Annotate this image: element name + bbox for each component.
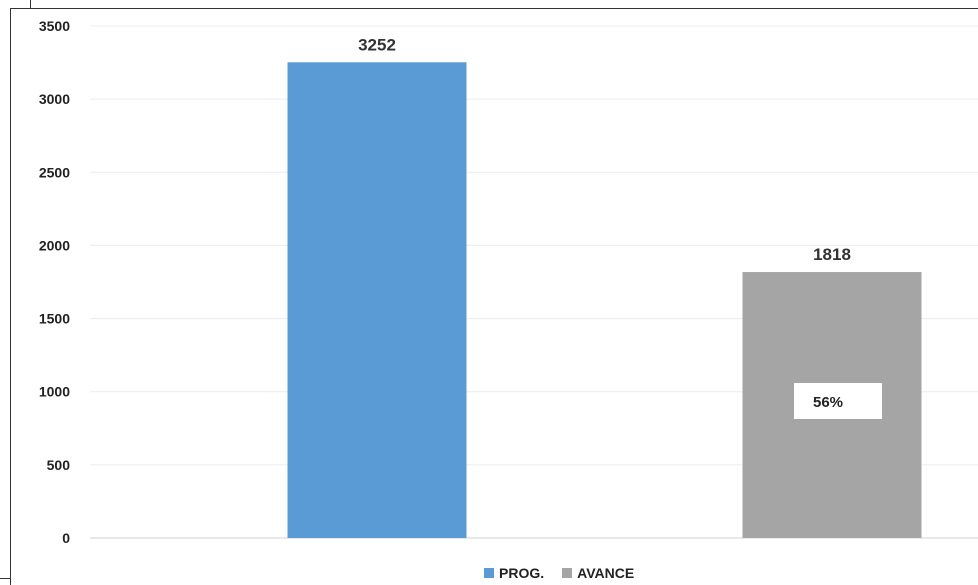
annotation: 56% — [794, 383, 882, 419]
legend-item-avance: AVANCE — [562, 565, 634, 581]
legend-label-avance: AVANCE — [577, 565, 635, 581]
annotation-box — [794, 383, 882, 419]
y-tick-label: 2500 — [39, 164, 70, 180]
y-tick-label: 500 — [47, 457, 71, 473]
gridlines — [90, 25, 978, 539]
bar-prog — [287, 62, 467, 538]
y-tick-label: 1500 — [39, 311, 70, 327]
legend-label-prog: PROG. — [499, 565, 545, 581]
y-tick-label: 0 — [62, 530, 70, 546]
bar-chart: 0 500 1000 1500 2000 2500 3000 3500 3252 1818 56… — [39, 18, 978, 546]
frame-corner-tick — [30, 0, 31, 9]
annotation-text: 56% — [813, 394, 843, 411]
y-tick-label: 3000 — [39, 91, 70, 107]
bars — [287, 62, 922, 538]
y-tick-label: 3500 — [39, 18, 70, 34]
legend-item-prog: PROG. — [484, 565, 544, 581]
legend: PROG. AVANCE — [484, 565, 652, 581]
legend-swatch-avance — [562, 568, 573, 578]
frame-corner-tick — [0, 578, 10, 579]
data-label: 1818 — [813, 245, 851, 264]
y-tick-label: 2000 — [39, 237, 70, 253]
legend-swatch-prog — [484, 568, 494, 578]
y-axis-tick-labels: 0 500 1000 1500 2000 2500 3000 3500 — [39, 18, 70, 546]
data-label: 3252 — [358, 35, 396, 54]
data-labels: 3252 1818 — [358, 35, 851, 264]
chart-frame — [10, 8, 978, 585]
y-tick-label: 1000 — [39, 384, 70, 400]
